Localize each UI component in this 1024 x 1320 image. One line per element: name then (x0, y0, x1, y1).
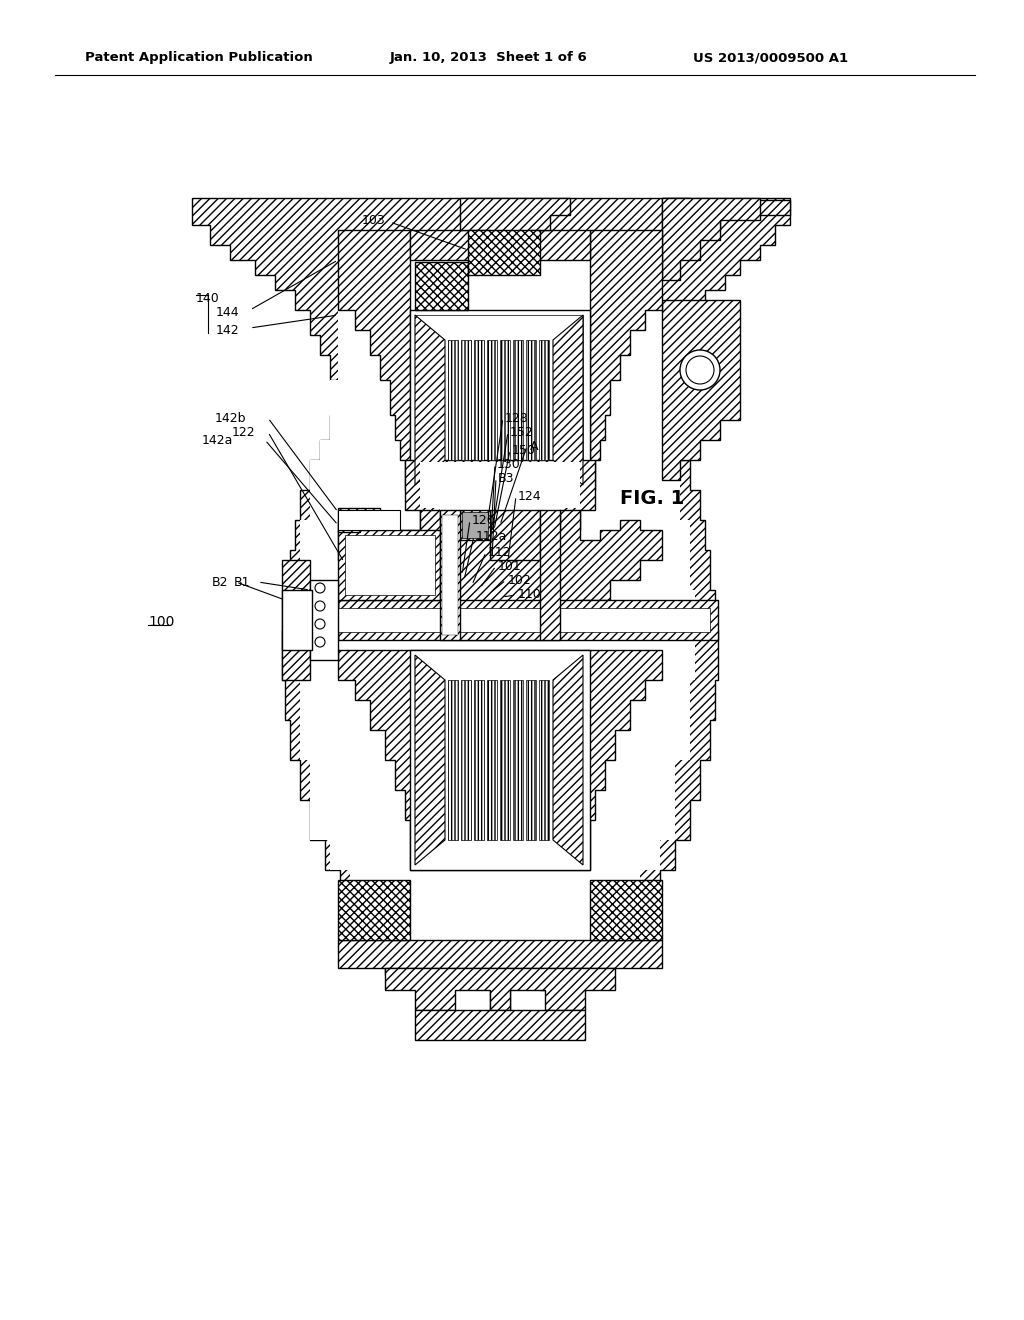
Circle shape (315, 583, 325, 593)
Polygon shape (282, 560, 338, 680)
Polygon shape (442, 515, 458, 635)
Polygon shape (338, 531, 440, 601)
Polygon shape (415, 315, 583, 484)
Text: 150: 150 (512, 444, 536, 457)
Circle shape (315, 601, 325, 611)
Text: 130: 130 (497, 458, 521, 470)
Polygon shape (526, 680, 536, 840)
Text: 101: 101 (498, 560, 522, 573)
Polygon shape (590, 230, 662, 490)
Circle shape (680, 350, 720, 389)
Text: 144: 144 (216, 305, 240, 318)
Polygon shape (461, 680, 471, 840)
Polygon shape (338, 510, 400, 531)
Text: 142a: 142a (202, 433, 233, 446)
Polygon shape (385, 968, 615, 1010)
Polygon shape (490, 510, 540, 560)
Polygon shape (460, 510, 490, 540)
Polygon shape (193, 198, 790, 1010)
Text: FIG. 1: FIG. 1 (620, 488, 684, 507)
Polygon shape (590, 880, 662, 940)
Polygon shape (440, 510, 460, 640)
Polygon shape (410, 649, 590, 870)
Text: 110: 110 (518, 589, 542, 602)
Text: Patent Application Publication: Patent Application Publication (85, 51, 312, 65)
Polygon shape (338, 230, 410, 490)
Polygon shape (295, 230, 695, 965)
Polygon shape (440, 508, 560, 532)
Polygon shape (662, 198, 760, 280)
Polygon shape (345, 535, 435, 595)
Text: 120: 120 (472, 513, 496, 527)
Text: 103: 103 (362, 214, 386, 227)
Polygon shape (338, 649, 662, 870)
Polygon shape (500, 680, 510, 840)
Text: B3: B3 (498, 471, 514, 484)
Text: B1: B1 (234, 576, 251, 589)
Circle shape (315, 619, 325, 630)
Polygon shape (338, 940, 662, 968)
Polygon shape (500, 341, 510, 459)
Polygon shape (290, 609, 710, 632)
Text: 112a: 112a (476, 529, 507, 543)
Text: 140: 140 (196, 292, 220, 305)
Polygon shape (415, 655, 445, 865)
Text: B2: B2 (212, 576, 228, 589)
Polygon shape (449, 341, 458, 459)
Polygon shape (338, 508, 380, 532)
Polygon shape (553, 315, 583, 484)
Text: 122: 122 (232, 425, 256, 438)
Polygon shape (410, 230, 590, 260)
Polygon shape (415, 315, 445, 484)
Polygon shape (539, 341, 549, 459)
Text: Jan. 10, 2013  Sheet 1 of 6: Jan. 10, 2013 Sheet 1 of 6 (390, 51, 588, 65)
Text: US 2013/0009500 A1: US 2013/0009500 A1 (693, 51, 848, 65)
Text: A: A (530, 440, 539, 453)
Text: 124: 124 (518, 490, 542, 503)
Polygon shape (449, 680, 458, 840)
Circle shape (315, 638, 325, 647)
Text: 112: 112 (488, 545, 512, 558)
Polygon shape (282, 590, 312, 649)
Polygon shape (406, 459, 595, 531)
Polygon shape (338, 510, 662, 640)
Polygon shape (474, 341, 484, 459)
Text: 128: 128 (505, 412, 528, 425)
Circle shape (686, 356, 714, 384)
Polygon shape (338, 880, 410, 940)
Polygon shape (662, 300, 740, 480)
Text: 152: 152 (510, 425, 534, 438)
Polygon shape (415, 1010, 585, 1040)
Text: 100: 100 (148, 615, 174, 630)
Polygon shape (468, 230, 540, 275)
Polygon shape (460, 198, 570, 260)
Polygon shape (410, 310, 590, 490)
Polygon shape (513, 680, 523, 840)
Polygon shape (474, 680, 484, 840)
Polygon shape (461, 341, 471, 459)
Polygon shape (540, 510, 560, 640)
Polygon shape (662, 198, 790, 230)
Polygon shape (415, 261, 468, 310)
Text: 142b: 142b (215, 412, 247, 425)
Polygon shape (539, 680, 549, 840)
Polygon shape (310, 579, 338, 660)
Text: 142: 142 (216, 323, 240, 337)
Polygon shape (526, 341, 536, 459)
Polygon shape (553, 655, 583, 865)
Polygon shape (487, 341, 497, 459)
Polygon shape (487, 680, 497, 840)
Polygon shape (420, 462, 580, 508)
Polygon shape (282, 601, 718, 640)
Text: 102: 102 (508, 573, 531, 586)
Polygon shape (462, 512, 488, 539)
Polygon shape (513, 341, 523, 459)
